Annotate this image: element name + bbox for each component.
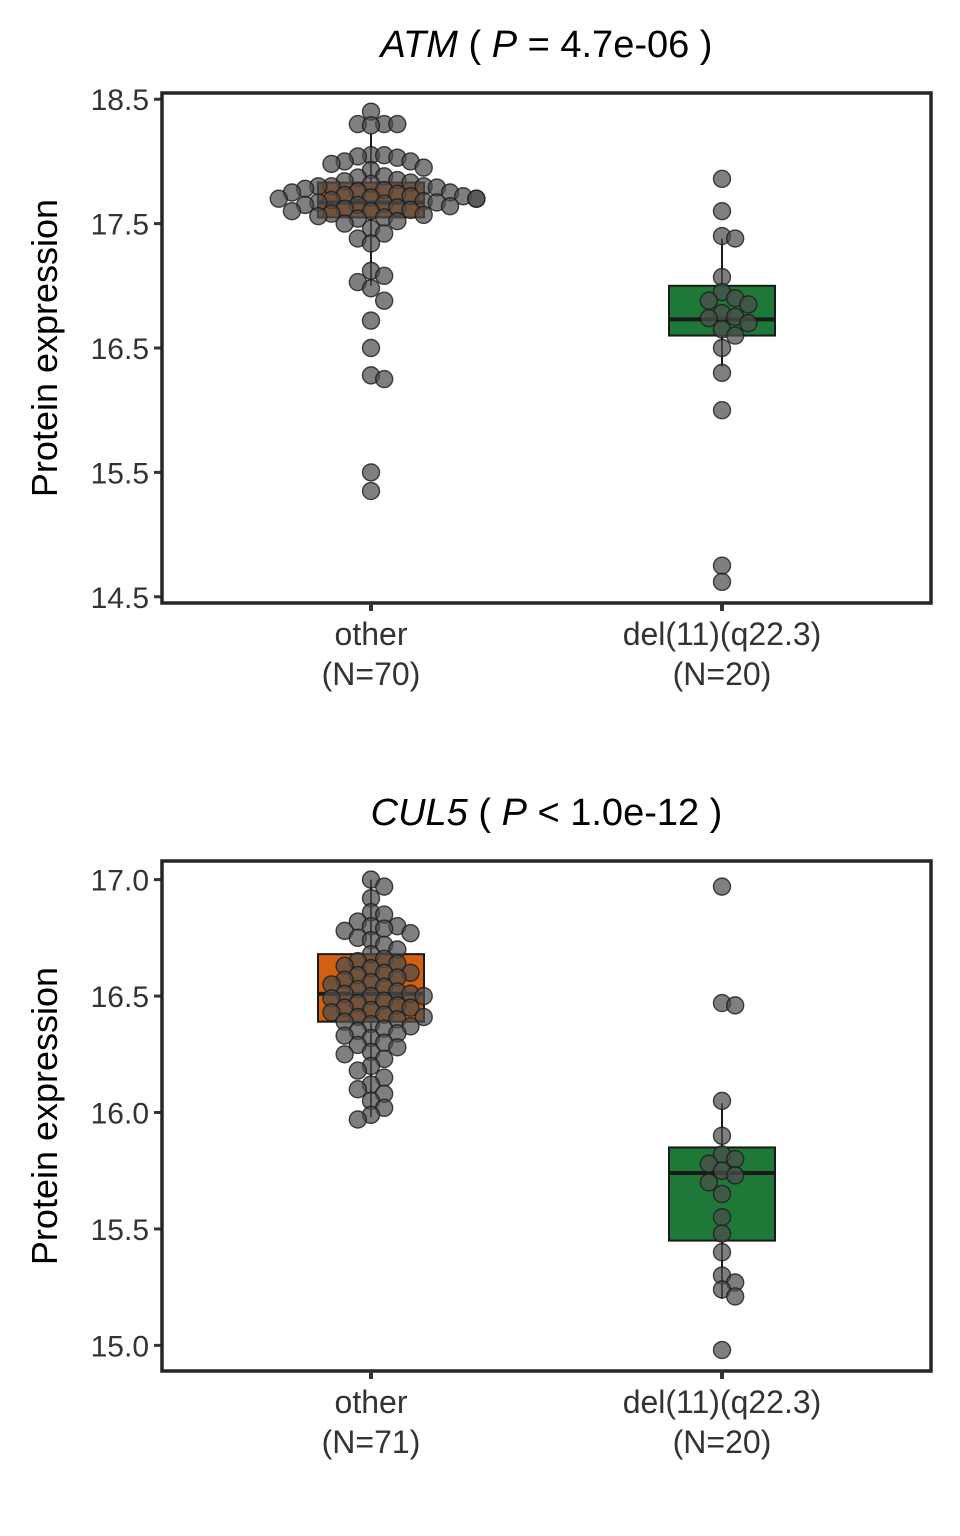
chart-title: ATM ( P = 4.7e-06 )	[379, 24, 713, 66]
x-tick-n-label: (N=20)	[673, 656, 772, 692]
chart-title: CUL5 ( P < 1.0e-12 )	[371, 792, 723, 834]
x-tick-label: other	[335, 616, 408, 652]
data-point	[712, 400, 732, 420]
title-p-symbol: P	[492, 24, 518, 66]
data-point	[725, 1166, 745, 1185]
data-point	[348, 1110, 368, 1129]
data-point	[335, 1026, 354, 1045]
data-point	[309, 206, 328, 226]
data-point	[712, 1126, 732, 1145]
cul5-panel: CUL5 ( P < 1.0e-12 ) Protein expression 15…	[24, 792, 933, 1460]
y-tick-label: 14.5	[91, 582, 149, 615]
data-point	[440, 196, 460, 216]
data-point	[712, 1243, 732, 1262]
data-point	[374, 266, 394, 286]
data-point	[348, 1080, 368, 1099]
data-point	[712, 363, 732, 383]
data-point	[361, 116, 381, 135]
data-point	[361, 463, 381, 482]
data-point	[322, 154, 341, 174]
data-point	[414, 1007, 433, 1027]
data-point	[361, 234, 381, 253]
y-tick-label: 17.5	[91, 209, 149, 242]
y-tick-label: 16.0	[91, 1098, 149, 1131]
data-point	[712, 1208, 732, 1227]
data-point	[414, 205, 433, 225]
panel-border	[160, 91, 933, 605]
title-separator: (	[458, 24, 492, 66]
data-point	[414, 986, 433, 1006]
x-tick-label: other	[335, 1384, 408, 1420]
data-point	[712, 556, 732, 575]
y-tick-label: 18.5	[91, 84, 149, 117]
data-point	[414, 158, 433, 177]
x-tick-label: del(11)(q22.3)	[623, 1384, 822, 1420]
data-point	[361, 481, 381, 501]
data-point	[712, 338, 732, 358]
title-gene: CUL5	[371, 792, 469, 834]
x-tick-label: del(11)(q22.3)	[623, 616, 822, 652]
data-point	[712, 169, 732, 189]
data-point	[712, 201, 732, 221]
x-tick-n-label: (N=20)	[673, 1424, 772, 1460]
title-p-symbol: P	[502, 792, 528, 834]
data-point	[467, 189, 486, 208]
title-gene: ATM	[379, 24, 459, 66]
data-point	[374, 291, 394, 310]
data-point	[699, 1173, 719, 1192]
data-point	[401, 998, 420, 1017]
data-point	[282, 201, 302, 221]
y-tick-label: 15.0	[91, 1330, 149, 1363]
data-point	[739, 295, 758, 314]
data-point	[712, 1224, 732, 1243]
data-point	[374, 369, 394, 389]
data-point	[699, 308, 719, 328]
data-point	[712, 877, 732, 896]
title-p-value: < 1.0e-12 )	[527, 792, 722, 834]
data-point	[712, 1184, 732, 1204]
data-point	[725, 1287, 745, 1306]
data-point	[699, 291, 719, 310]
data-point	[712, 572, 732, 592]
y-tick-label: 16.5	[91, 981, 149, 1014]
title-p-value: = 4.7e-06 )	[517, 24, 712, 66]
y-tick-label: 16.5	[91, 333, 149, 366]
data-point	[388, 1038, 407, 1057]
data-point	[712, 1091, 732, 1111]
data-point	[322, 1003, 341, 1022]
title-separator: (	[468, 792, 502, 834]
data-point	[361, 279, 381, 298]
data-point	[388, 211, 407, 231]
data-point	[388, 114, 407, 134]
y-tick-label: 15.5	[91, 457, 149, 490]
data-point	[374, 877, 394, 896]
data-point	[725, 229, 745, 248]
data-point	[335, 1045, 354, 1064]
y-axis-label: Protein expression	[24, 199, 65, 497]
y-axis-label: Protein expression	[24, 967, 65, 1265]
y-tick-label: 17.0	[91, 865, 149, 898]
y-tick-label: 15.5	[91, 1214, 149, 1247]
data-point	[374, 224, 394, 243]
data-point	[335, 214, 354, 233]
data-point	[361, 338, 381, 358]
data-point	[725, 996, 745, 1015]
x-tick-n-label: (N=71)	[322, 1424, 421, 1460]
panel-border	[160, 859, 933, 1373]
data-point	[712, 1340, 732, 1360]
data-point	[269, 189, 288, 208]
atm-panel: ATM ( P = 4.7e-06 ) Protein expression 14.…	[24, 24, 933, 692]
data-point	[361, 311, 381, 330]
data-point	[401, 923, 420, 943]
data-point	[348, 1061, 368, 1080]
x-tick-n-label: (N=70)	[322, 656, 421, 692]
data-point	[739, 313, 758, 333]
data-point	[725, 326, 745, 345]
